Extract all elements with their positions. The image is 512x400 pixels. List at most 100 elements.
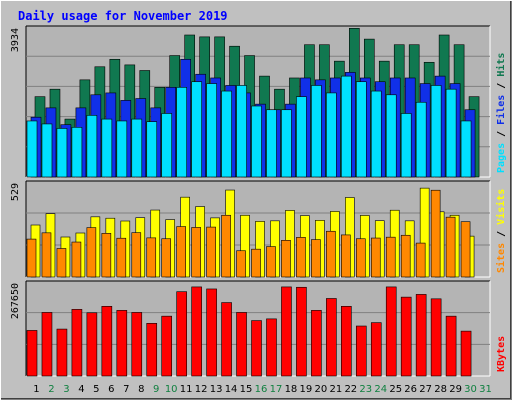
bar-pages-day-10 xyxy=(161,113,173,178)
bar-pages-day-24 xyxy=(370,90,382,178)
bar-kbytes-day-17 xyxy=(266,318,277,377)
legend-kbytes: KBytes xyxy=(496,336,507,372)
bar-sites-day-8 xyxy=(131,232,142,278)
bar-sites-day-23 xyxy=(355,238,366,278)
x-tick-label-day-21: 21 xyxy=(329,384,342,395)
x-tick-label-day-20: 20 xyxy=(315,384,328,395)
bar-pages-day-18 xyxy=(281,109,292,178)
y-axis-max-label: 3934 xyxy=(10,28,21,52)
bar-pages-day-22 xyxy=(341,75,352,178)
bar-pages-day-6 xyxy=(101,118,113,178)
x-tick-label-day-13: 13 xyxy=(210,384,223,395)
bar-pages-day-28 xyxy=(430,85,442,178)
bar-kbytes-day-16 xyxy=(251,320,262,377)
x-tick-label-day-1: 1 xyxy=(33,384,39,395)
bar-kbytes-day-9 xyxy=(146,323,158,377)
bar-pages-day-26 xyxy=(400,113,412,178)
x-tick-label-day-17: 17 xyxy=(270,384,283,395)
bar-pages-day-29 xyxy=(445,88,457,178)
bar-sites-day-2 xyxy=(41,232,52,278)
bar-sites-day-17 xyxy=(266,246,276,278)
bar-sites-day-18 xyxy=(281,240,291,278)
x-tick-label-day-7: 7 xyxy=(123,384,129,395)
legend-hits: Hits xyxy=(495,53,507,77)
bar-pages-day-20 xyxy=(311,85,322,178)
bar-sites-day-15 xyxy=(236,250,246,278)
bar-sites-day-1 xyxy=(26,238,37,278)
bar-pages-day-23 xyxy=(355,81,367,178)
bar-pages-day-9 xyxy=(146,121,158,178)
x-tick-label-day-26: 26 xyxy=(404,384,417,395)
bar-pages-day-15 xyxy=(236,85,247,178)
bar-kbytes-day-5 xyxy=(86,312,98,377)
bar-sites-day-14 xyxy=(221,214,231,278)
bar-kbytes-day-18 xyxy=(281,286,292,377)
bar-pages-day-11 xyxy=(176,87,187,178)
bar-sites-day-13 xyxy=(206,226,216,278)
legend-files: Files xyxy=(495,95,507,125)
bar-pages-day-25 xyxy=(385,94,397,178)
bar-sites-day-5 xyxy=(86,227,97,278)
x-tick-label-day-9: 9 xyxy=(153,384,159,395)
bar-sites-day-10 xyxy=(161,238,172,278)
bar-sites-day-21 xyxy=(326,230,336,278)
x-tick-label-day-16: 16 xyxy=(255,384,268,395)
bar-sites-day-9 xyxy=(146,237,157,278)
bar-sites-day-16 xyxy=(251,248,261,278)
bar-sites-day-12 xyxy=(191,227,201,278)
x-tick-label-day-4: 4 xyxy=(78,384,84,395)
bar-kbytes-day-13 xyxy=(206,288,217,377)
bar-pages-day-7 xyxy=(116,120,128,178)
bar-kbytes-day-1 xyxy=(26,330,38,377)
bar-pages-day-27 xyxy=(415,101,427,178)
x-tick-label-day-11: 11 xyxy=(180,384,193,395)
legend-separator: / xyxy=(496,125,507,143)
bar-kbytes-day-11 xyxy=(176,291,187,377)
chart-title: Daily usage for November 2019 xyxy=(18,9,228,23)
bar-kbytes-day-14 xyxy=(221,302,232,377)
legend-pages: Pages xyxy=(496,143,507,173)
x-tick-label-day-15: 15 xyxy=(240,384,253,395)
bar-pages-day-19 xyxy=(296,96,307,178)
y-axis-max-label: 267650 xyxy=(10,283,21,319)
legend-sites: Sites xyxy=(495,243,507,273)
bar-kbytes-day-23 xyxy=(355,325,367,377)
x-tick-label-day-18: 18 xyxy=(285,384,298,395)
bar-sites-day-28 xyxy=(430,189,441,278)
bar-kbytes-day-27 xyxy=(415,294,427,377)
bar-pages-day-13 xyxy=(206,83,217,178)
bar-kbytes-day-29 xyxy=(445,315,457,377)
bar-kbytes-day-2 xyxy=(41,312,53,377)
x-tick-label-day-19: 19 xyxy=(300,384,313,395)
legend-visits: Visits xyxy=(495,189,507,225)
bar-kbytes-day-15 xyxy=(236,312,247,377)
bar-pages-day-14 xyxy=(221,90,232,178)
bar-kbytes-day-26 xyxy=(400,296,412,377)
bar-pages-day-4 xyxy=(71,127,83,178)
bar-kbytes-day-28 xyxy=(430,298,442,377)
bar-pages-day-2 xyxy=(41,123,53,178)
bar-sites-day-27 xyxy=(415,242,426,278)
bar-pages-day-5 xyxy=(86,115,98,178)
bar-sites-day-7 xyxy=(116,237,127,278)
x-tick-label-day-27: 27 xyxy=(419,384,432,395)
bar-kbytes-day-20 xyxy=(311,310,322,377)
x-tick-label-day-31: 31 xyxy=(479,384,492,395)
bar-sites-day-4 xyxy=(71,241,82,278)
x-tick-label-day-3: 3 xyxy=(63,384,69,395)
bar-kbytes-day-25 xyxy=(385,286,397,377)
bar-pages-day-1 xyxy=(26,120,38,178)
x-tick-label-day-2: 2 xyxy=(48,384,54,395)
bar-sites-day-25 xyxy=(385,236,396,278)
bar-kbytes-day-3 xyxy=(56,328,68,377)
bar-kbytes-day-6 xyxy=(101,306,113,377)
bar-kbytes-day-12 xyxy=(191,286,202,377)
bar-pages-day-21 xyxy=(326,92,337,178)
x-tick-label-day-6: 6 xyxy=(108,384,114,395)
bar-sites-day-24 xyxy=(370,237,381,278)
bar-sites-day-19 xyxy=(296,237,306,278)
bar-kbytes-day-24 xyxy=(370,322,382,377)
bar-kbytes-day-21 xyxy=(326,298,337,377)
bar-sites-day-22 xyxy=(341,234,351,278)
